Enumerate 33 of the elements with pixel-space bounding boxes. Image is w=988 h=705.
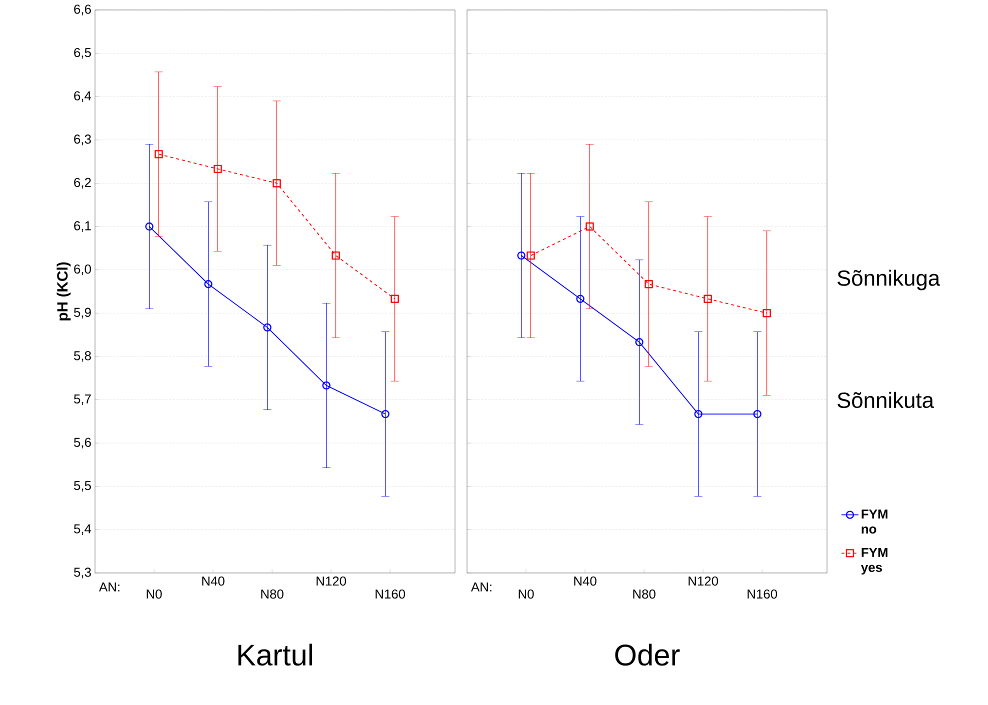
y-tick-label: 6,2: [74, 178, 91, 189]
x-axis-title: AN:: [99, 582, 120, 592]
y-tick-label: 5,3: [74, 568, 91, 578]
x-axis-title: AN:: [471, 582, 492, 592]
x-tick-label: N40: [202, 576, 224, 586]
x-tick-label: N120: [316, 576, 346, 586]
x-tick-label: N40: [574, 576, 596, 586]
x-tick-label: N0: [146, 589, 162, 599]
x-tick-label: N160: [748, 589, 778, 599]
y-tick-label: 5,8: [74, 351, 91, 362]
y-tick-label: 6,1: [74, 221, 91, 232]
y-tick-label: 6,6: [74, 4, 91, 16]
legend-label: FYM no: [862, 510, 888, 534]
y-tick-label: 6,0: [74, 264, 91, 276]
text: Sõnnikuta: [838, 392, 934, 408]
y-tick-label: 6,4: [74, 91, 92, 102]
y-tick-label: 6,5: [74, 48, 91, 59]
y-tick-label: 5,5: [74, 481, 91, 492]
y-tick-label: 5,6: [74, 438, 91, 448]
y-tick-label: 6,3: [74, 134, 91, 146]
x-tick-label: N160: [376, 589, 406, 599]
y-tick-label: 5,9: [74, 308, 91, 318]
y-axis-title: pH (KCl): [56, 262, 71, 320]
y-tick-label: 5,7: [74, 394, 91, 406]
x-tick-label: N0: [518, 589, 534, 599]
y-tick-label: 5,4: [74, 524, 92, 535]
text: Kartul: [238, 644, 312, 666]
x-tick-label: N120: [688, 576, 718, 586]
legend-label: FYM yes: [860, 548, 888, 575]
x-tick-label: N80: [261, 589, 284, 599]
text: Oder: [615, 644, 680, 666]
text: Sõnnikuga: [838, 270, 940, 290]
x-tick-label: N80: [633, 589, 656, 599]
